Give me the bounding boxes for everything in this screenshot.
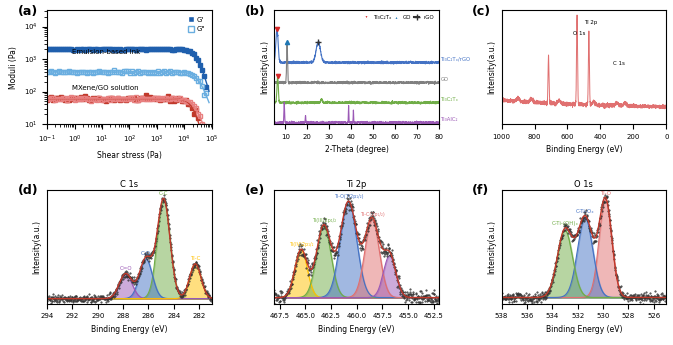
Text: Ti(III)2p₁/₂: Ti(III)2p₁/₂ [312,218,336,223]
Text: Ti-O(Ti2p₁/₂): Ti-O(Ti2p₁/₂) [334,194,363,199]
X-axis label: Binding Energy (eV): Binding Energy (eV) [92,325,168,334]
Title: Ti 2p: Ti 2p [347,180,367,189]
Text: Ti-O: Ti-O [600,191,611,196]
Text: (f): (f) [472,184,489,197]
Text: Emulsion-based ink: Emulsion-based ink [72,49,140,55]
Text: O 1s: O 1s [573,31,586,36]
X-axis label: Shear stress (Pa): Shear stress (Pa) [97,150,162,160]
Y-axis label: Moduli (Pa): Moduli (Pa) [9,46,18,89]
Text: Ti-C: Ti-C [190,256,201,261]
Y-axis label: Intensity(a.u.): Intensity(a.u.) [487,220,496,274]
Text: C-C: C-C [159,191,168,196]
Title: O 1s: O 1s [575,180,594,189]
Text: (c): (c) [472,5,491,18]
Text: C 1s: C 1s [613,61,625,66]
Text: Ti-C(2p₁/₂): Ti-C(2p₁/₂) [359,212,384,217]
Legend: G', G": G', G" [185,14,209,35]
Text: (d): (d) [17,184,38,197]
X-axis label: Binding Energy (eV): Binding Energy (eV) [546,325,622,334]
Text: C-Ti-(OH)ₓ: C-Ti-(OH)ₓ [551,221,579,226]
Text: Ti 2p: Ti 2p [584,20,597,24]
Text: C-O: C-O [141,251,151,256]
Text: (b): (b) [245,5,265,18]
Text: C-Ti-Oₓ: C-Ti-Oₓ [575,209,594,214]
Text: Ti₃C₂Tₓ: Ti₃C₂Tₓ [441,97,459,102]
Text: (e): (e) [245,184,265,197]
X-axis label: 2-Theta (degree): 2-Theta (degree) [325,145,388,154]
Text: (a): (a) [17,5,38,18]
Y-axis label: Intensity(a.u.): Intensity(a.u.) [32,220,42,274]
Text: MXene/GO solution: MXene/GO solution [72,85,139,91]
X-axis label: Binding Energy (eV): Binding Energy (eV) [318,325,395,334]
Text: GO: GO [441,77,449,82]
X-axis label: Binding Energy (eV): Binding Energy (eV) [546,145,622,154]
Text: Ti₃AlC₂: Ti₃AlC₂ [441,117,459,122]
Y-axis label: Intensity(a.u.): Intensity(a.u.) [260,220,269,274]
Title: C 1s: C 1s [120,180,139,189]
Y-axis label: Intensity(a.u.): Intensity(a.u.) [487,40,496,94]
Text: C=O: C=O [119,266,132,271]
Y-axis label: Intensity(a.u.): Intensity(a.u.) [260,40,269,94]
Text: Ti₃C₂Tₓ/rGO: Ti₃C₂Tₓ/rGO [441,57,471,62]
Text: Ti(IV)2p₁/₂: Ti(IV)2p₁/₂ [289,242,314,247]
Legend: Ti₃C₂Tₓ, GO, rGO: Ti₃C₂Tₓ, GO, rGO [362,13,436,22]
